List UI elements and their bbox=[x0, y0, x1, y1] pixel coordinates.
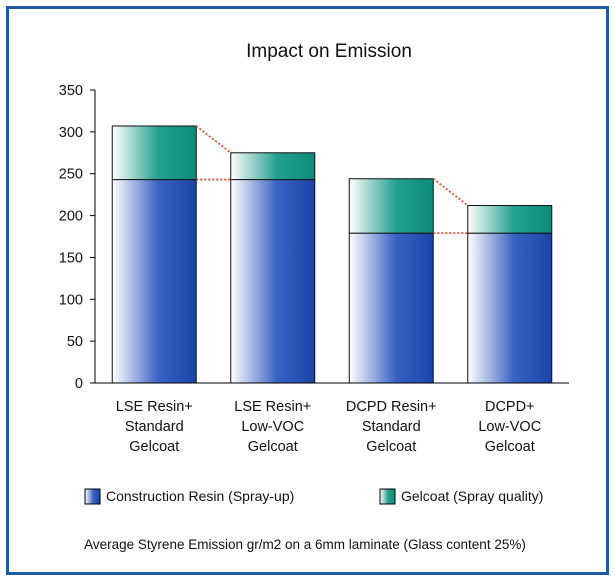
legend: Construction Resin (Spray-up) Gelcoat (S… bbox=[84, 488, 543, 505]
x-category-label: Standard bbox=[125, 419, 184, 435]
legend-swatch-gelcoat bbox=[379, 488, 396, 505]
x-category-label: Gelcoat bbox=[129, 439, 179, 455]
chart-title: Impact on Emission bbox=[246, 41, 412, 62]
legend-label-gelcoat: Gelcoat (Spray quality) bbox=[401, 488, 543, 504]
chart-caption: Average Styrene Emission gr/m2 on a 6mm … bbox=[84, 537, 526, 552]
x-category-label: Gelcoat bbox=[248, 439, 298, 455]
x-category-label: Standard bbox=[362, 419, 421, 435]
x-axis: LSE Resin+ Standard Gelcoat LSE Resin+ Low-V… bbox=[95, 382, 569, 455]
y-tick-label: 150 bbox=[59, 250, 83, 266]
y-tick-label: 50 bbox=[67, 334, 83, 350]
y-axis: 0 50 100 150 200 250 300 350 bbox=[59, 83, 96, 392]
bar-construction-resin bbox=[348, 232, 434, 384]
x-category-label: Low-VOC bbox=[241, 419, 304, 435]
legend-item-gelcoat: Gelcoat (Spray quality) bbox=[379, 488, 543, 505]
chart-frame: Impact on Emission 0 50 100 150 200 250 300 350… bbox=[6, 6, 609, 575]
bars bbox=[111, 125, 553, 384]
y-tick-label: 300 bbox=[59, 125, 83, 141]
y-tick-label: 350 bbox=[59, 83, 83, 99]
bar-gelcoat bbox=[230, 152, 316, 181]
connector-lines bbox=[195, 125, 469, 235]
x-category-label: Low-VOC bbox=[478, 419, 541, 435]
x-category-label: LSE Resin+ bbox=[116, 399, 193, 415]
bar-construction-resin bbox=[467, 232, 553, 384]
x-category-label: DCPD+ bbox=[485, 399, 535, 415]
legend-swatch-construction-resin bbox=[84, 488, 101, 505]
bar-construction-resin bbox=[111, 179, 197, 384]
legend-label-construction-resin: Construction Resin (Spray-up) bbox=[106, 488, 294, 504]
bar-gelcoat bbox=[348, 178, 434, 234]
emission-chart: Impact on Emission 0 50 100 150 200 250 300 350… bbox=[59, 41, 569, 552]
connector-top bbox=[432, 178, 469, 207]
bar-construction-resin bbox=[230, 179, 316, 384]
x-category-label: DCPD Resin+ bbox=[346, 399, 437, 415]
bar-gelcoat bbox=[467, 205, 553, 234]
legend-item-construction-resin: Construction Resin (Spray-up) bbox=[84, 488, 294, 505]
y-tick-label: 250 bbox=[59, 167, 83, 183]
y-tick-label: 100 bbox=[59, 292, 83, 308]
x-category-label: Gelcoat bbox=[366, 439, 416, 455]
x-category-label: LSE Resin+ bbox=[234, 399, 311, 415]
connector-top bbox=[195, 125, 232, 154]
y-tick-label: 0 bbox=[75, 376, 83, 392]
x-category-label: Gelcoat bbox=[485, 439, 535, 455]
bar-gelcoat bbox=[111, 125, 197, 181]
y-tick-label: 200 bbox=[59, 209, 83, 225]
